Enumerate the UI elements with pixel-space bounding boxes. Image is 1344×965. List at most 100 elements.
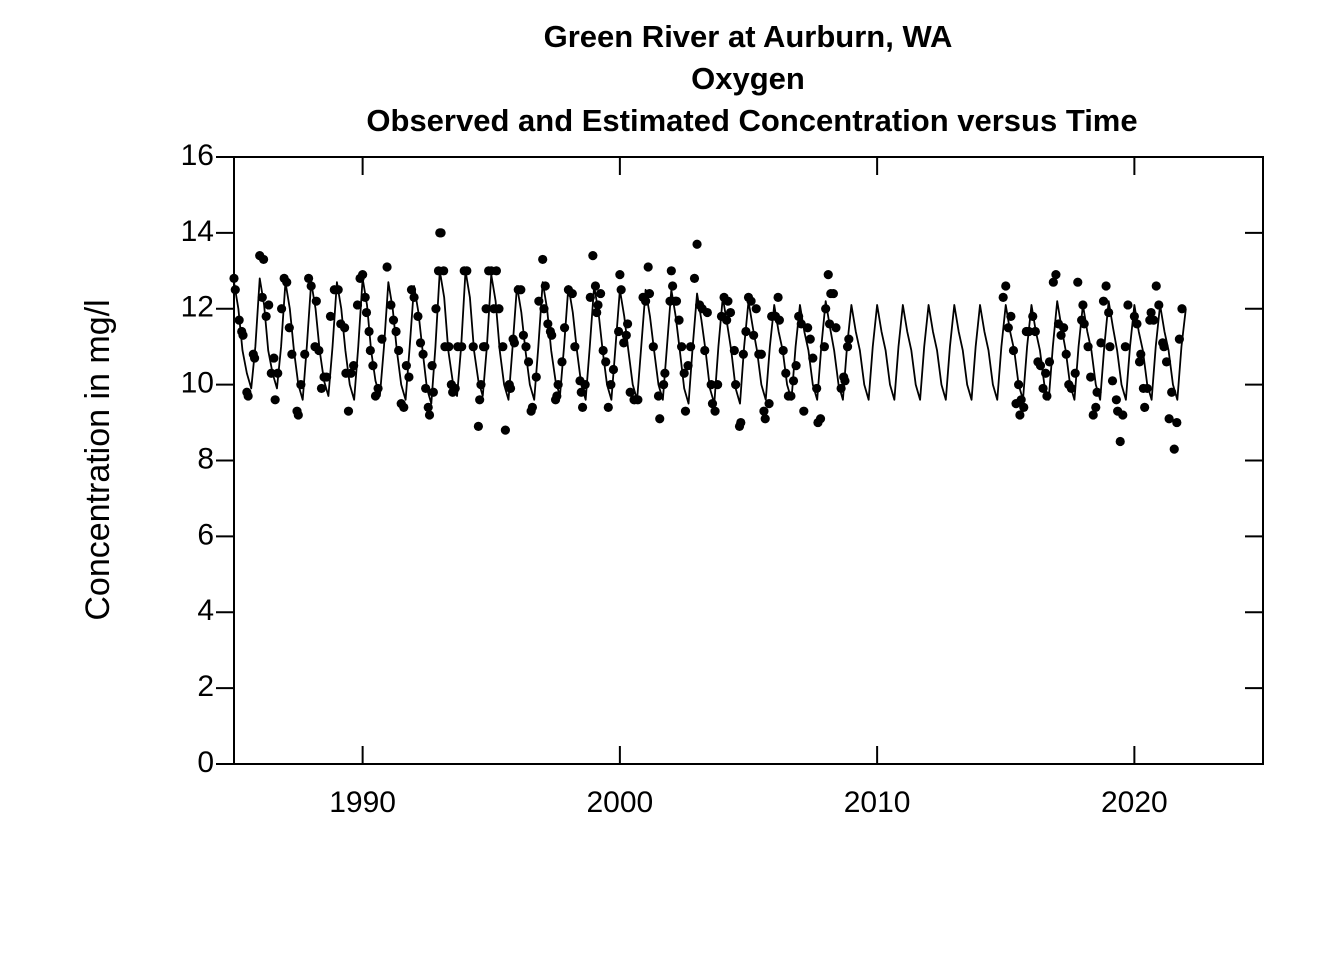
observed-point [1120,342,1130,352]
observed-point [668,281,678,291]
observed-point [261,311,271,321]
observed-point [258,254,269,265]
observed-point [394,345,404,356]
y-tick-label: 2 [197,670,214,703]
plot-frame [233,156,1264,765]
observed-point [276,304,287,314]
observed-point [431,304,441,314]
observed-point [498,342,508,352]
observed-point [399,402,409,412]
observed-point [404,372,414,382]
observed-point [1154,300,1164,310]
observed-point [998,292,1008,302]
observed-point [1088,410,1098,420]
observed-point [1164,414,1174,424]
y-tick-label: 10 [181,367,214,400]
observed-point [831,323,841,333]
observed-point [1091,402,1101,412]
chart-subtitle: Oxygen [691,61,805,96]
observed-point [243,391,253,401]
observed-point [1105,342,1115,352]
observed-point [723,296,733,306]
observed-point [427,361,437,371]
observed-point [1070,368,1080,378]
y-tick-label: 6 [197,518,214,551]
observed-point [538,254,548,265]
observed-point [509,338,520,348]
observed-point [1015,410,1025,420]
observed-point [1086,372,1096,382]
observed-point [736,417,746,428]
observed-point [601,357,611,367]
observed-point [423,402,433,412]
observed-point [269,353,279,363]
observed-point [325,311,336,321]
observed-point [480,342,490,352]
observed-point [759,406,769,416]
observed-point [370,391,381,401]
observed-point [293,410,303,420]
observed-point [1149,315,1159,325]
observed-point [473,421,483,431]
observed-point [751,304,761,314]
observed-point [391,326,401,337]
observed-point [340,323,350,333]
observed-point [828,288,838,299]
observed-point [603,402,613,412]
observed-point [1107,376,1118,386]
observed-point [643,262,653,272]
observed-point [527,402,538,412]
observed-point [358,270,368,280]
observed-point [844,334,854,344]
observed-point [1096,338,1106,348]
observed-point [803,323,813,333]
observed-point [1019,402,1029,412]
observed-point [680,406,691,416]
observed-point [1118,410,1128,420]
observed-point [521,342,531,352]
y-tick-label: 12 [181,291,214,324]
x-tick-label: 2010 [844,786,911,819]
x-tick-label: 1990 [329,786,396,819]
observed-point [666,266,676,276]
observed-point [689,273,700,283]
observed-point [588,251,598,261]
observed-point [805,334,815,344]
observed-point [1169,444,1179,454]
observed-point [595,288,606,299]
observed-point [352,300,363,310]
observed-point [815,414,826,424]
observed-point [1048,277,1058,287]
observed-point [799,406,809,416]
observed-point [713,380,723,390]
observed-point [773,292,783,302]
observed-point [1172,417,1182,428]
observed-point [428,387,438,397]
observed-point [1161,357,1172,367]
estimated-line [233,269,1187,405]
y-tick-label: 0 [197,746,214,779]
observed-point [1177,304,1187,314]
observed-point [343,406,354,416]
observed-point [791,361,801,371]
observed-point [570,342,580,352]
observed-point [1134,357,1145,367]
observed-point [655,414,665,424]
observed-point [710,406,720,416]
observed-point [692,239,702,249]
observed-point [505,383,516,394]
observed-point [1151,281,1161,291]
observed-point [823,270,833,280]
observed-point [491,266,501,276]
observed-point [619,338,629,348]
observed-point [316,383,327,394]
observed-point [1101,281,1111,291]
observed-point [760,414,770,424]
observed-point [1140,402,1150,412]
observed-point [270,395,280,405]
chart-title: Green River at Aurburn, WA [544,19,953,54]
observed-point [264,300,274,310]
observed-point [577,402,588,412]
observed-point [436,228,446,238]
observed-point [1115,436,1125,447]
